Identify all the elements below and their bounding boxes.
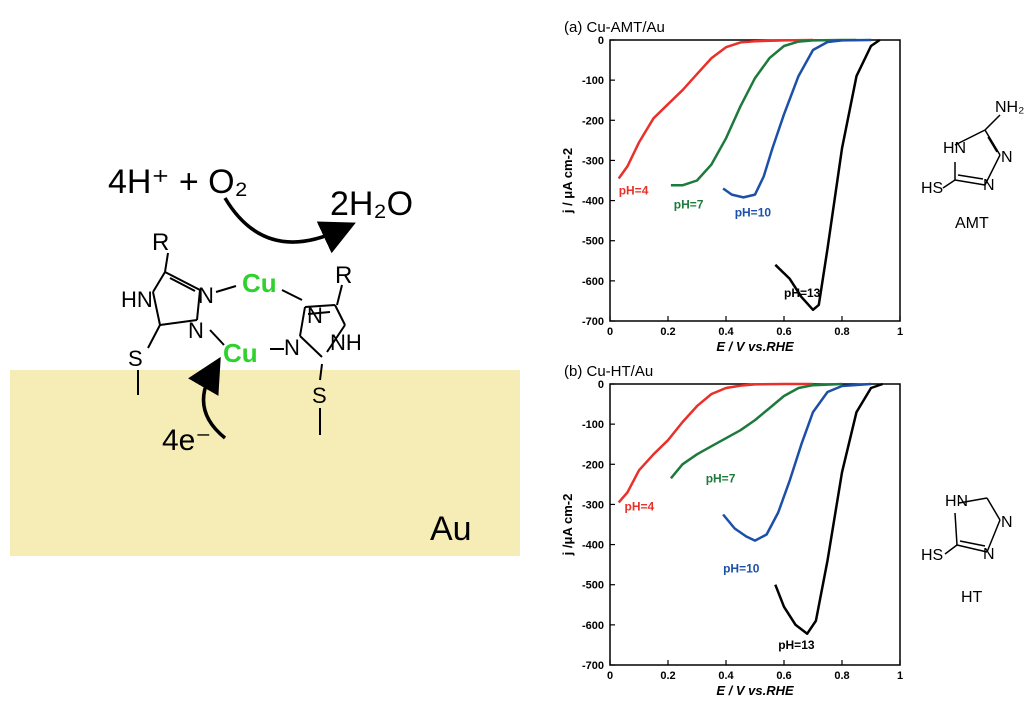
y-tick-label: 0 bbox=[598, 379, 604, 391]
hn-left: HN bbox=[121, 287, 153, 312]
series-line-ph-13 bbox=[774, 382, 884, 635]
plot-frame bbox=[609, 383, 901, 666]
amt-hn: HN bbox=[943, 140, 966, 157]
cu-top: Cu bbox=[242, 268, 277, 298]
x-tick-label: 1 bbox=[897, 670, 903, 682]
series-line-ph-4 bbox=[617, 38, 814, 180]
n-right-bottom: N bbox=[284, 335, 300, 360]
x-axis-label: E / V vs.RHE bbox=[716, 683, 794, 698]
series-line-ph-4 bbox=[617, 382, 813, 504]
amt-n2: N bbox=[983, 177, 995, 194]
x-tick-label: 0.2 bbox=[660, 326, 675, 338]
s-right: S bbox=[312, 383, 327, 408]
series-label: pH=10 bbox=[723, 562, 760, 576]
y-axis-label: j /μA cm-2 bbox=[560, 494, 575, 557]
ht-bonds bbox=[944, 497, 1001, 555]
mechanism-scheme: Au 4H⁺ + O₂ 2H₂O R HN N N S Cu Cu R N N bbox=[10, 163, 520, 556]
amt-structure: NH₂ HN N N HS AMT bbox=[921, 99, 1024, 232]
series-line-ph-7 bbox=[670, 38, 857, 187]
series-label: pH=4 bbox=[625, 499, 655, 513]
amt-name: AMT bbox=[955, 215, 989, 232]
reactants-label: 4H⁺ + O₂ bbox=[108, 163, 248, 201]
y-tick-label: -600 bbox=[582, 620, 604, 632]
x-tick-label: 0.2 bbox=[660, 670, 675, 682]
y-tick-label: -400 bbox=[582, 196, 604, 208]
y-tick-label: -500 bbox=[582, 236, 604, 248]
chart-title: (a) Cu-AMT/Au bbox=[564, 19, 665, 36]
plot-a: (a) Cu-AMT/Au0 0.2 0.4 0.6 0.8 10-100-200-300… bbox=[560, 19, 903, 354]
y-axis-label: j / μA cm-2 bbox=[560, 148, 575, 214]
y-tick-label: 0 bbox=[598, 35, 604, 47]
y-tick-label: -100 bbox=[582, 75, 604, 87]
amt-nh2: NH₂ bbox=[995, 99, 1024, 116]
ht-n2: N bbox=[983, 546, 995, 563]
nh-right: NH bbox=[330, 330, 362, 355]
series-label: pH=4 bbox=[619, 184, 649, 198]
series-line-ph-10 bbox=[722, 382, 872, 542]
n-left-bottom: N bbox=[188, 318, 204, 343]
x-tick-label: 1 bbox=[897, 326, 903, 338]
y-tick-label: -400 bbox=[582, 540, 604, 552]
series-line-ph-13 bbox=[774, 38, 881, 312]
ht-hn: HN bbox=[945, 493, 968, 510]
y-tick-label: -600 bbox=[582, 276, 604, 288]
ht-n1: N bbox=[1001, 514, 1013, 531]
reaction-arrow bbox=[223, 197, 356, 254]
series-label: pH=10 bbox=[735, 206, 772, 220]
series-label: pH=7 bbox=[674, 198, 704, 212]
x-tick-label: 0.4 bbox=[718, 670, 734, 682]
surface-label: Au bbox=[430, 510, 472, 548]
amt-n1: N bbox=[1001, 149, 1013, 166]
y-tick-label: -200 bbox=[582, 459, 604, 471]
n-right-top: N bbox=[307, 303, 323, 328]
series-line-ph-7 bbox=[669, 382, 843, 480]
left-triazole bbox=[137, 252, 237, 395]
x-tick-label: 0 bbox=[607, 670, 613, 682]
products-label: 2H₂O bbox=[330, 185, 413, 223]
x-tick-label: 0.6 bbox=[776, 670, 791, 682]
electrons-label: 4e⁻ bbox=[162, 424, 211, 457]
r-label-left: R bbox=[152, 229, 169, 256]
y-tick-label: -700 bbox=[582, 660, 604, 672]
series-line-ph-10 bbox=[722, 38, 872, 199]
y-tick-label: -300 bbox=[582, 499, 604, 511]
series-label: pH=13 bbox=[778, 638, 815, 652]
gold-surface bbox=[10, 370, 520, 556]
amt-hs: HS bbox=[921, 180, 943, 197]
right-triazole bbox=[270, 284, 346, 435]
amt-bonds bbox=[942, 114, 1001, 189]
series-label: pH=7 bbox=[706, 471, 736, 485]
ht-structure: HN N N HS HT bbox=[921, 493, 1013, 606]
s-left: S bbox=[128, 346, 143, 371]
cu-bottom: Cu bbox=[223, 338, 258, 368]
x-tick-label: 0.8 bbox=[834, 670, 849, 682]
ht-hs: HS bbox=[921, 547, 943, 564]
x-tick-label: 0.4 bbox=[718, 326, 734, 338]
chart-title: (b) Cu-HT/Au bbox=[564, 363, 653, 380]
series-label: pH=13 bbox=[784, 286, 821, 300]
n-left-top: N bbox=[198, 283, 214, 308]
y-tick-label: -300 bbox=[582, 155, 604, 167]
ht-name: HT bbox=[961, 589, 983, 606]
x-tick-label: 0.8 bbox=[834, 326, 849, 338]
x-axis-label: E / V vs.RHE bbox=[716, 339, 794, 354]
x-tick-label: 0 bbox=[607, 326, 613, 338]
y-tick-label: -100 bbox=[582, 419, 604, 431]
x-tick-label: 0.6 bbox=[776, 326, 791, 338]
y-tick-label: -200 bbox=[582, 115, 604, 127]
plot-b: (b) Cu-HT/Au0 0.2 0.4 0.6 0.8 10-100-200-300-… bbox=[560, 363, 903, 698]
y-tick-label: -700 bbox=[582, 316, 604, 328]
electron-arrow bbox=[188, 356, 227, 440]
y-tick-label: -500 bbox=[582, 580, 604, 592]
r-label-right: R bbox=[335, 262, 352, 289]
